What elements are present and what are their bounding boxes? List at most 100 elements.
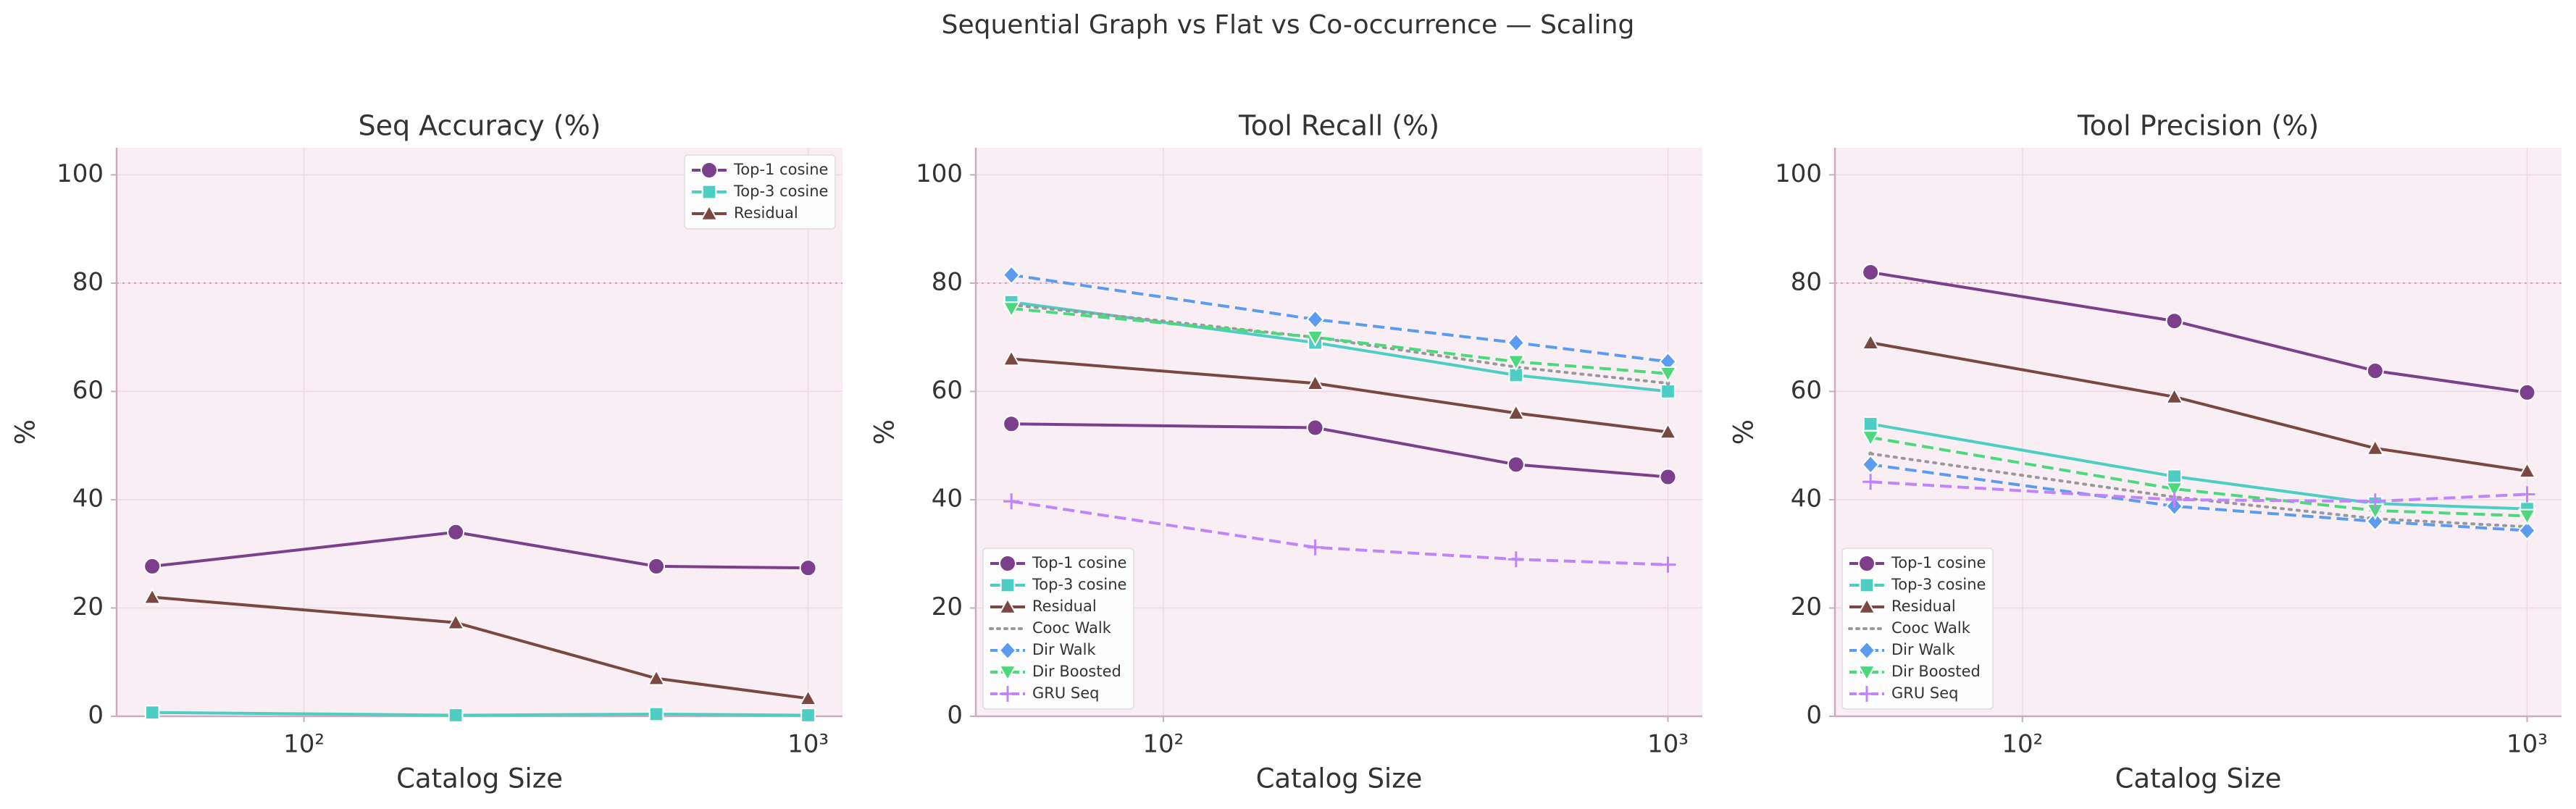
x-axis-label: Catalog Size xyxy=(2115,763,2282,795)
legend-box xyxy=(982,548,1134,710)
legend-label: Dir Boosted xyxy=(1891,663,1981,680)
legend-marker xyxy=(1857,597,1876,614)
legend-label: Residual xyxy=(1891,598,1956,615)
legend-marker xyxy=(701,162,718,179)
legend-marker xyxy=(998,597,1017,614)
series-line xyxy=(1870,480,2527,503)
y-tick-label: 100 xyxy=(916,159,963,188)
legend-marker xyxy=(701,184,717,200)
legend-marker xyxy=(700,204,719,221)
legend-label: Top-1 cosine xyxy=(1032,554,1126,571)
subplot-title: Seq Accuracy (%) xyxy=(358,110,601,142)
y-tick-label: 40 xyxy=(1791,484,1822,513)
series-line xyxy=(1870,270,2527,394)
marker xyxy=(1658,422,1678,440)
marker xyxy=(2167,469,2182,485)
y-tick-label: 20 xyxy=(932,592,963,621)
y-tick-label: 80 xyxy=(72,267,104,296)
marker xyxy=(1305,374,1325,391)
marker xyxy=(448,708,464,723)
marker xyxy=(2366,362,2384,380)
y-tick-label: 0 xyxy=(1806,701,1822,730)
marker xyxy=(144,705,160,721)
x-tick-label: 10³ xyxy=(787,730,829,759)
marker xyxy=(1507,354,1526,372)
marker xyxy=(2518,383,2536,401)
marker xyxy=(1507,332,1526,353)
series-line xyxy=(1011,357,1668,434)
x-axis-label: Catalog Size xyxy=(396,763,563,795)
marker xyxy=(447,523,465,541)
marker xyxy=(1305,330,1325,347)
legend: Top-1 cosine Top-3 cosine Residual xyxy=(684,154,836,230)
marker xyxy=(1861,430,1880,448)
series-line xyxy=(1011,500,1668,566)
series-line xyxy=(1869,452,2529,529)
legend-label: Cooc Walk xyxy=(1032,619,1112,637)
legend-marker xyxy=(1857,640,1876,661)
y-tick-label: 40 xyxy=(932,484,963,513)
legend-label: Dir Walk xyxy=(1032,641,1096,658)
marker xyxy=(2517,461,2537,479)
legend-label: GRU Seq xyxy=(1032,684,1100,702)
marker xyxy=(648,706,664,722)
marker xyxy=(1003,415,1021,433)
marker xyxy=(143,587,162,605)
series-line xyxy=(152,711,808,717)
legend: Top-1 cosine Top-3 cosine Residual Cooc Wal… xyxy=(982,548,1134,710)
y-axis-label: % xyxy=(1728,419,1760,445)
legend-marker xyxy=(1857,665,1876,682)
legend-marker xyxy=(999,555,1016,572)
figure-title: Sequential Graph vs Flat vs Co-occurrenc… xyxy=(942,10,1635,40)
y-tick-label: 20 xyxy=(72,592,104,621)
legend-label: Dir Boosted xyxy=(1032,663,1121,680)
point xyxy=(1868,451,1873,456)
marker xyxy=(1002,349,1021,366)
marker xyxy=(1862,263,1880,281)
series-line xyxy=(1011,307,1668,375)
marker xyxy=(2166,491,2183,508)
y-tick-label: 80 xyxy=(932,267,963,296)
marker xyxy=(1659,468,1677,486)
legend-label: Dir Walk xyxy=(1891,641,1955,658)
marker xyxy=(143,557,162,575)
marker xyxy=(2367,493,2383,510)
y-axis-label: % xyxy=(10,419,41,445)
y-tick-label: 0 xyxy=(88,701,104,730)
legend-label: Top-3 cosine xyxy=(1891,576,1986,593)
series-line xyxy=(151,530,808,570)
x-tick-label: 10² xyxy=(1142,730,1184,759)
marker xyxy=(1862,416,1878,432)
y-tick-label: 20 xyxy=(1791,592,1822,621)
marker xyxy=(2165,312,2183,330)
subplot-title: Tool Recall (%) xyxy=(1238,110,1439,142)
marker xyxy=(798,689,818,706)
marker xyxy=(1306,419,1324,437)
series-line xyxy=(1870,341,2527,473)
marker xyxy=(2165,387,2184,404)
marker xyxy=(1660,556,1676,573)
series-line xyxy=(151,595,808,700)
y-tick-label: 60 xyxy=(1791,376,1822,405)
marker xyxy=(1861,333,1880,350)
point xyxy=(1665,381,1670,386)
y-tick-label: 60 xyxy=(72,376,104,405)
legend-label: Residual xyxy=(1032,598,1097,615)
series-line xyxy=(1010,303,1670,385)
y-tick-label: 100 xyxy=(57,159,104,188)
marker xyxy=(2366,438,2385,456)
marker xyxy=(800,708,816,723)
legend-marker xyxy=(1858,555,1875,572)
marker xyxy=(1003,493,1020,510)
marker xyxy=(1306,309,1324,330)
legend-label: Cooc Walk xyxy=(1891,619,1971,637)
legend-label: Top-3 cosine xyxy=(733,183,828,200)
marker xyxy=(446,613,465,630)
plot-area xyxy=(117,148,842,716)
x-tick-label: 10² xyxy=(283,730,325,759)
marker xyxy=(1507,456,1525,474)
marker xyxy=(648,557,666,575)
legend-label: Top-1 cosine xyxy=(1891,554,1986,571)
marker xyxy=(1307,539,1323,556)
